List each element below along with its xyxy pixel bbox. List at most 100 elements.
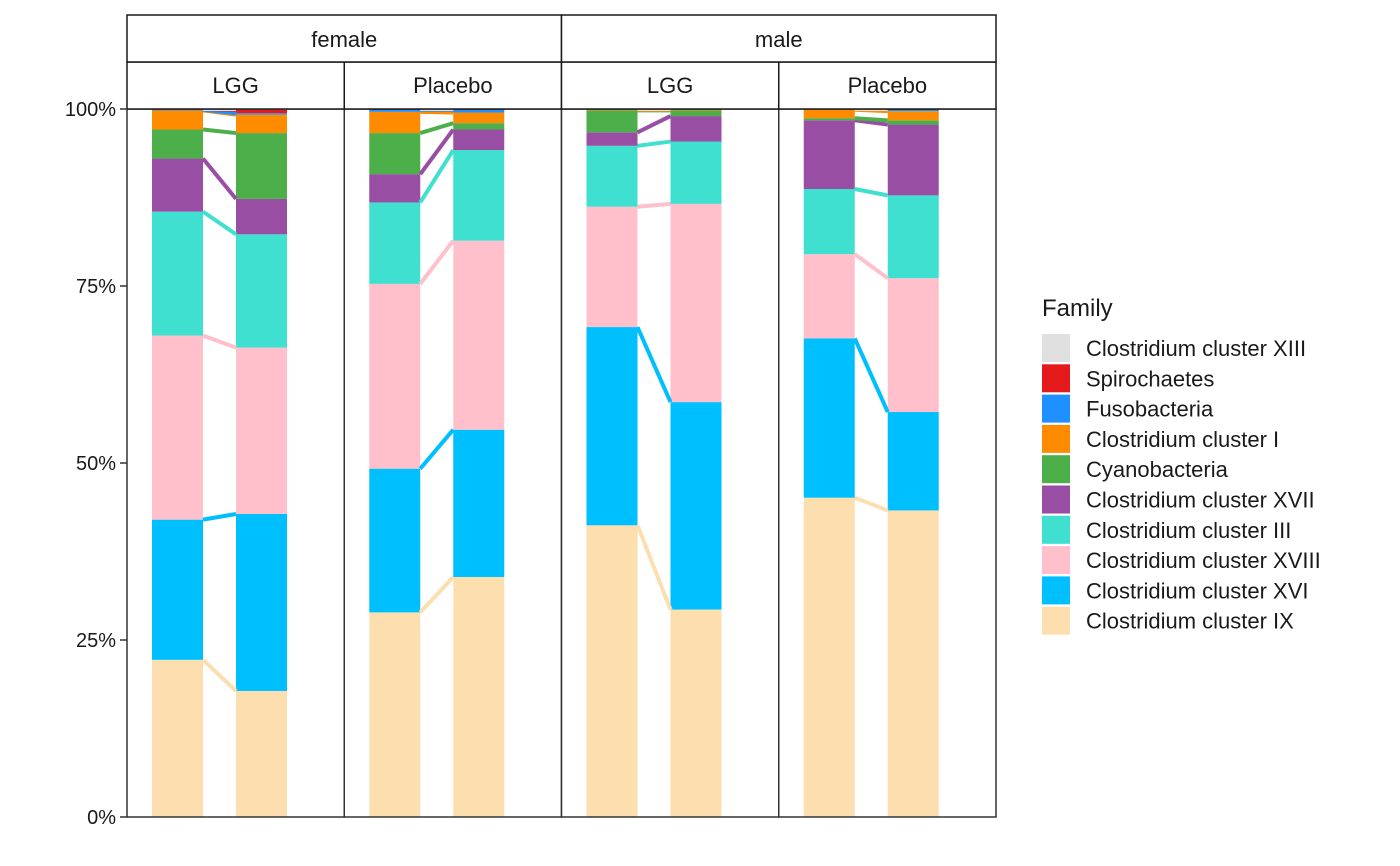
bar-segment-clostridium-cluster-ix	[803, 497, 855, 817]
bar-segment-clostridium-cluster-ix	[453, 576, 505, 817]
bar-segment-clostridium-cluster-iii	[670, 141, 722, 204]
legend-label: Cyanobacteria	[1086, 457, 1229, 482]
panel-female-lgg	[126, 107, 345, 818]
bar-segment-clostridium-cluster-xviii	[369, 283, 421, 469]
legend-title: Family	[1042, 295, 1113, 322]
bar-segment-clostridium-cluster-xvii	[887, 124, 939, 196]
strip-box	[560, 61, 780, 110]
bar-segment-clostridium-cluster-xvii	[369, 174, 421, 203]
legend-swatch	[1042, 424, 1070, 453]
connector-clostridium-cluster-xviii	[637, 201, 671, 209]
bar-segment-clostridium-cluster-xvii	[152, 158, 203, 212]
bar-segment-clostridium-cluster-ix	[670, 609, 722, 817]
bar-segment-clostridium-cluster-ix	[236, 690, 287, 817]
bar-segment-clostridium-cluster-iii	[369, 202, 421, 284]
legend-swatch	[1042, 364, 1070, 393]
legend-item-clostridium-cluster-xiii: Clostridium cluster XIII	[1042, 334, 1306, 362]
bar-segment-fusobacteria	[152, 109, 203, 111]
bar-segment-clostridium-cluster-xvi	[586, 327, 638, 526]
legend-swatch	[1042, 394, 1070, 423]
legend-item-clostridium-cluster-xviii: Clostridium cluster XVIII	[1042, 546, 1321, 575]
legend-item-clostridium-cluster-i: Clostridium cluster I	[1042, 424, 1279, 453]
strip-male-placebo: Placebo	[778, 61, 997, 110]
legend-swatch	[1042, 606, 1070, 635]
bar-segment-clostridium-cluster-xviii	[803, 254, 855, 339]
bar-segment-clostridium-cluster-iii	[803, 189, 855, 255]
bar-segment-clostridium-cluster-ix	[152, 659, 203, 817]
strip-box	[126, 14, 563, 63]
strip-male-lgg: LGG	[560, 61, 780, 110]
bar-segment-clostridium-cluster-xviii	[453, 240, 505, 430]
legend-swatch	[1042, 485, 1070, 514]
bar-segment-clostridium-cluster-i	[369, 111, 421, 134]
legend-label: Clostridium cluster I	[1086, 427, 1279, 452]
connector-clostridium-cluster-iii	[854, 187, 889, 198]
bar-segment-cyanobacteria	[236, 133, 287, 199]
bar-segment-clostridium-cluster-xvii	[670, 116, 722, 142]
connector-cyanobacteria	[202, 127, 237, 136]
legend: Family Clostridium cluster XIII Spirochaet…	[1042, 295, 1321, 635]
legend-swatch	[1042, 515, 1070, 544]
bar-segment-clostridium-cluster-xviii	[152, 335, 203, 520]
connector-cyanobacteria	[854, 116, 888, 123]
legend-label: Fusobacteria	[1086, 397, 1214, 422]
legend-swatch	[1042, 576, 1070, 605]
bar-segment-clostridium-cluster-xvi	[152, 519, 203, 660]
strip-box	[778, 61, 997, 110]
strip-female-lgg: LGG	[126, 61, 345, 110]
bar-segment-clostridium-cluster-i	[586, 109, 638, 111]
strip-label-male: male	[755, 27, 803, 52]
bar-segment-clostridium-cluster-i	[670, 109, 722, 111]
bar-segment-clostridium-cluster-iii	[152, 211, 203, 336]
strip-label-lgg: LGG	[212, 73, 258, 98]
bar-segment-fusobacteria	[887, 109, 939, 112]
bar-segment-fusobacteria	[236, 113, 287, 115]
bar-segment-clostridium-cluster-iii	[586, 145, 638, 207]
bar-segment-clostridium-cluster-xvi	[803, 338, 855, 498]
bar-segment-clostridium-cluster-i	[453, 112, 505, 124]
legend-label: Clostridium cluster XIII	[1086, 336, 1306, 361]
connector-clostridium-cluster-ix	[854, 495, 889, 513]
strip-label-lgg: LGG	[647, 73, 693, 98]
legend-swatch	[1042, 455, 1070, 484]
bar-segment-clostridium-cluster-xviii	[887, 278, 939, 413]
bar-segment-clostridium-cluster-iii	[453, 150, 505, 241]
bar-segment-clostridium-cluster-i	[887, 111, 939, 121]
connector-clostridium-cluster-ix	[201, 658, 238, 693]
legend-label: Clostridium cluster XVI	[1086, 578, 1309, 603]
bar-segment-clostridium-cluster-xvi	[236, 513, 287, 691]
strip-label-female: female	[311, 27, 377, 52]
bar-segment-clostridium-cluster-xvii	[803, 120, 855, 190]
strip-label-placebo: Placebo	[848, 73, 928, 98]
connector-clostridium-cluster-iii	[418, 148, 455, 204]
connector-clostridium-cluster-xvi	[418, 428, 455, 470]
y-tick-label: 25%	[76, 630, 116, 652]
bar-segment-clostridium-cluster-ix	[369, 612, 421, 817]
bar-segment-clostridium-cluster-xvi	[887, 412, 939, 511]
bar-segment-clostridium-cluster-xvii	[453, 129, 505, 151]
connector-clostridium-cluster-xviii	[853, 252, 889, 280]
legend-item-clostridium-cluster-xvi: Clostridium cluster XVI	[1042, 576, 1309, 605]
y-axis: 0% 25% 50% 75% 100%	[65, 99, 127, 829]
y-tick-label: 50%	[76, 453, 116, 475]
connector-clostridium-cluster-xvi	[852, 337, 890, 413]
bar-segment-cyanobacteria	[586, 110, 638, 133]
legend-label: Clostridium cluster III	[1086, 518, 1291, 543]
panel-male-lgg	[560, 107, 780, 818]
facet-strips: LGG Placebo LGG Placebo female male	[126, 14, 997, 110]
strip-female-placebo: Placebo	[343, 61, 563, 110]
legend-item-cyanobacteria: Cyanobacteria	[1042, 455, 1229, 484]
legend-swatch	[1042, 334, 1070, 362]
connector-clostridium-cluster-ix	[418, 575, 455, 614]
bar-segment-cyanobacteria	[803, 118, 855, 121]
connector-clostridium-cluster-ix	[635, 524, 673, 611]
bar-segment-cyanobacteria	[453, 123, 505, 130]
panel-male-placebo	[778, 107, 997, 818]
legend-item-clostridium-cluster-iii: Clostridium cluster III	[1042, 515, 1291, 544]
bar-segment-clostridium-cluster-xvi	[453, 429, 505, 577]
panel-female-placebo	[343, 107, 563, 818]
connector-clostridium-cluster-xviii	[418, 239, 455, 286]
connector-clostridium-cluster-xvi	[202, 512, 237, 522]
legend-item-spirochaetes: Spirochaetes	[1042, 364, 1214, 393]
connector-clostridium-cluster-xvii	[854, 118, 889, 127]
